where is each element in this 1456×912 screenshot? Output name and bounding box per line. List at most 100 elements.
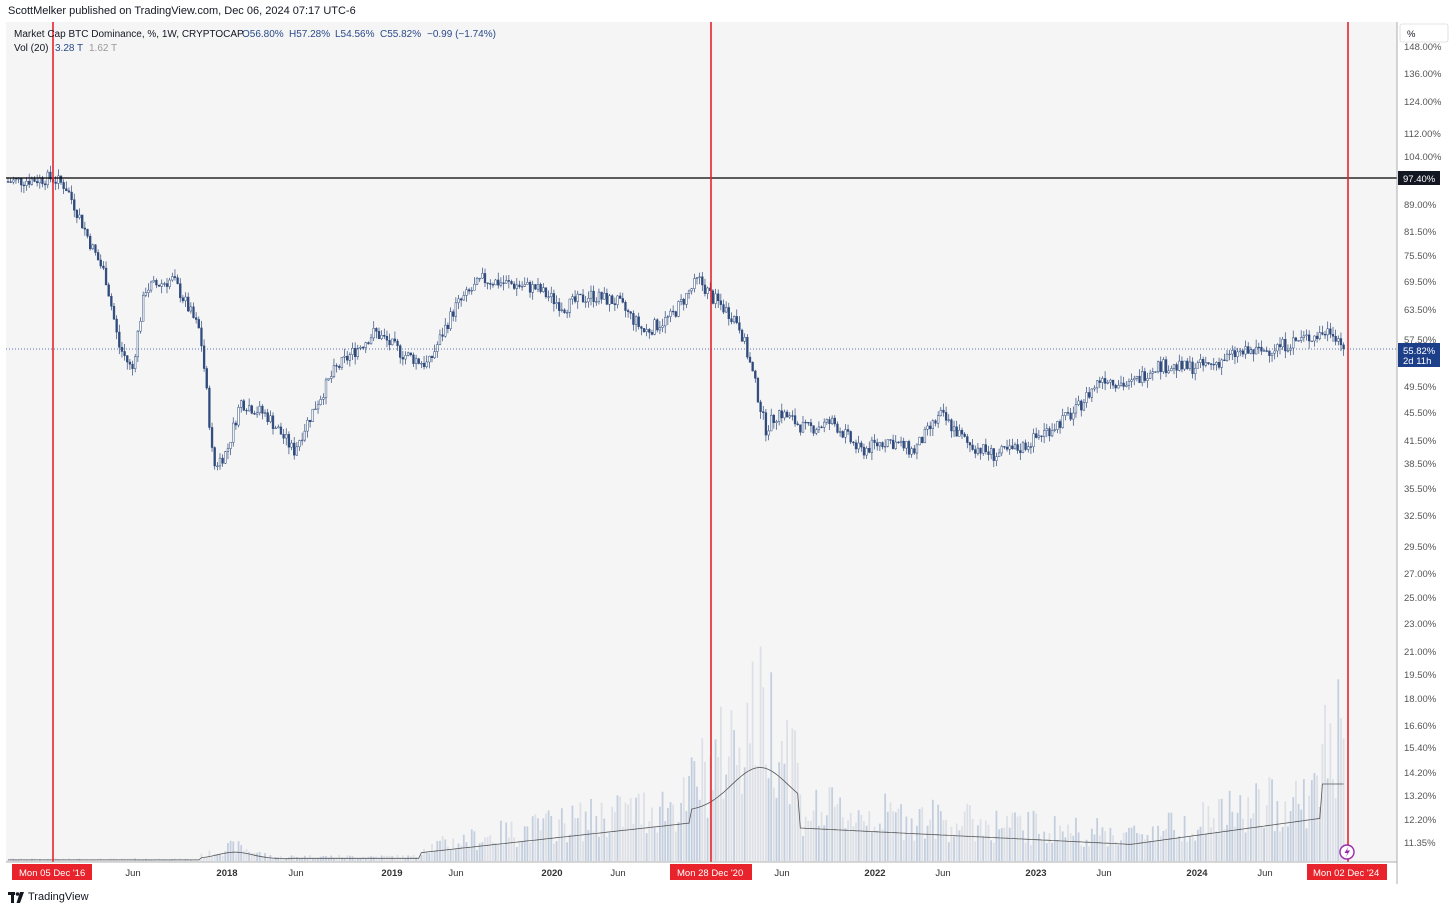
volume-bar: [221, 855, 224, 861]
volume-bar: [1305, 828, 1308, 861]
candle-body: [929, 425, 932, 430]
candle-body: [478, 277, 481, 280]
candle-body: [327, 378, 330, 381]
candle-body: [995, 456, 998, 461]
volume-bar: [759, 646, 762, 861]
candle-body: [1082, 402, 1086, 411]
candle-body: [179, 283, 182, 299]
volume-bar: [579, 802, 582, 861]
candle-body: [658, 327, 662, 331]
candle-body: [218, 457, 222, 467]
candle-body: [1268, 350, 1271, 356]
candle-body: [197, 319, 200, 329]
time-tick-label: Jun: [125, 868, 140, 879]
candle-body: [1090, 388, 1093, 398]
volume-bar: [335, 857, 338, 861]
volume-bar: [969, 805, 971, 861]
volume-bar: [36, 859, 39, 861]
candle-body: [330, 376, 333, 379]
volume-bar: [1265, 805, 1268, 861]
volume-bar: [616, 795, 619, 861]
volume-bar: [539, 830, 542, 861]
candle-body: [714, 293, 717, 304]
volume-bar: [1295, 780, 1297, 861]
candle-body: [263, 412, 267, 414]
price-tick-label: 13.20%: [1404, 791, 1437, 802]
candle-body: [1172, 364, 1176, 369]
candle-body: [542, 287, 545, 292]
volume-bar: [136, 859, 139, 861]
volume-bar: [1228, 790, 1231, 861]
candle-body: [311, 408, 314, 422]
legend-close: C55.82%: [380, 29, 421, 40]
candle-body: [73, 199, 76, 211]
volume-bar: [873, 826, 876, 861]
candle-body: [99, 259, 102, 267]
candle-body: [510, 281, 513, 285]
volume-bar: [987, 824, 990, 861]
lightning-icon[interactable]: [1339, 844, 1355, 860]
candle-body: [489, 283, 492, 285]
legend-open: O56.80%: [242, 29, 284, 40]
candle-body: [385, 336, 389, 341]
candle-body: [913, 448, 916, 454]
volume-bar: [1035, 813, 1038, 861]
volume-bar: [863, 821, 865, 861]
candle-body: [539, 284, 542, 292]
candle-body: [793, 415, 797, 425]
candle-body: [804, 421, 807, 424]
volume-bar: [560, 808, 563, 861]
tradingview-logo[interactable]: TradingView: [8, 891, 89, 903]
volume-bar: [839, 797, 841, 861]
unit-toggle-button[interactable]: [1399, 23, 1449, 43]
volume-bars: [7, 646, 1345, 861]
volume-bar: [454, 849, 457, 861]
candle-body: [942, 409, 945, 413]
candle-body: [799, 424, 802, 433]
volume-bar: [1181, 841, 1183, 861]
candle-body: [139, 321, 142, 332]
candle-body: [354, 348, 357, 357]
candle-body: [380, 335, 383, 339]
candle-body: [78, 214, 81, 218]
volume-bar: [855, 822, 857, 861]
candle-body: [905, 441, 908, 449]
volume-bar: [576, 818, 579, 861]
candle-body: [650, 332, 654, 335]
volume-bar: [253, 852, 256, 861]
volume-bar: [712, 790, 714, 861]
volume-bar: [796, 762, 799, 861]
candle-body: [192, 306, 195, 318]
volume-bar: [1096, 818, 1099, 861]
candle-body: [1005, 446, 1009, 450]
volume-bar: [521, 840, 523, 861]
candle-body: [1159, 361, 1162, 373]
candle-body: [1074, 404, 1078, 414]
candle-body: [1072, 412, 1075, 420]
volume-bar: [1342, 738, 1345, 861]
volume-bar: [89, 859, 92, 861]
candle-body: [507, 280, 511, 282]
volume-bar: [507, 837, 510, 861]
volume-bar: [910, 818, 913, 861]
volume-bar: [1175, 838, 1178, 861]
candle-body: [746, 337, 749, 358]
candle-body: [576, 293, 579, 302]
candle-body: [163, 283, 166, 285]
volume-bar: [786, 720, 788, 861]
last-price-badge: [1398, 343, 1440, 367]
candle-body: [303, 430, 306, 441]
candle-body: [171, 276, 174, 281]
candle-body: [253, 413, 256, 415]
candle-body: [748, 356, 752, 363]
volume-bar: [791, 728, 794, 861]
candle-body: [112, 305, 116, 320]
unit-toggle-label[interactable]: %: [1407, 29, 1416, 40]
candle-body: [706, 287, 709, 294]
volume-bar: [666, 807, 669, 861]
candle-body: [1069, 412, 1072, 420]
volume-bar: [984, 820, 987, 861]
candle-body: [1292, 337, 1295, 349]
time-tick-label: Jun: [288, 868, 303, 879]
